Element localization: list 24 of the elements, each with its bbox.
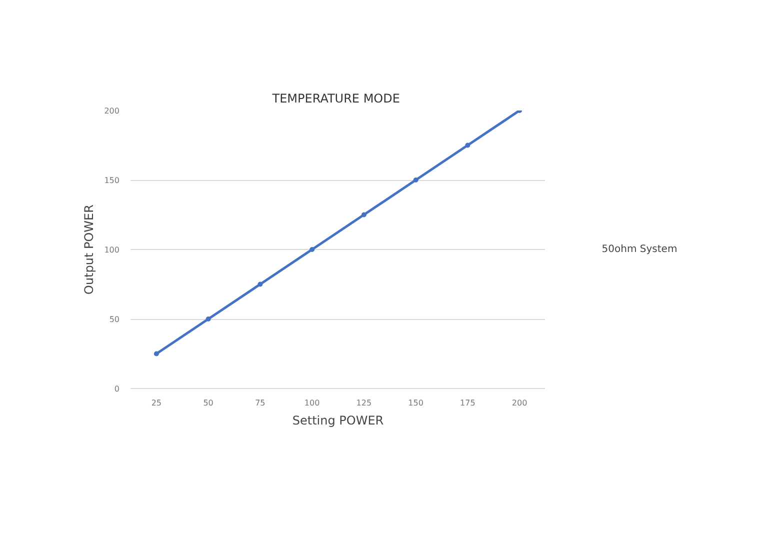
text: 50ohm System <box>602 244 678 254</box>
x-tick-label: 175 <box>460 398 476 408</box>
y-tick-label: 100 <box>104 246 120 254</box>
point <box>154 351 159 356</box>
y-tick-label: 50 <box>109 315 120 324</box>
y-tick-label: 200 <box>104 106 120 116</box>
x-tick-label: 100 <box>304 398 320 408</box>
chart-title: TEMPERATURE MODE <box>271 92 400 106</box>
y-tick-label: 150 <box>104 176 120 185</box>
point <box>413 178 418 182</box>
x-tick-label: 50 <box>203 398 214 408</box>
point <box>310 247 315 252</box>
point <box>258 282 263 287</box>
x-tick-label: 125 <box>356 398 372 408</box>
point <box>361 212 366 218</box>
y-axis-title: Output POWER <box>82 204 96 294</box>
point <box>206 316 211 322</box>
x-tick-label: 25 <box>151 398 162 408</box>
x-tick-label: 150 <box>408 398 424 408</box>
x-axis-title: Setting POWER <box>292 414 384 428</box>
x-tick-label: 75 <box>255 398 266 408</box>
y-tick-label: 0 <box>114 384 120 394</box>
x-tick-label: 200 <box>512 398 528 408</box>
point <box>465 142 470 148</box>
